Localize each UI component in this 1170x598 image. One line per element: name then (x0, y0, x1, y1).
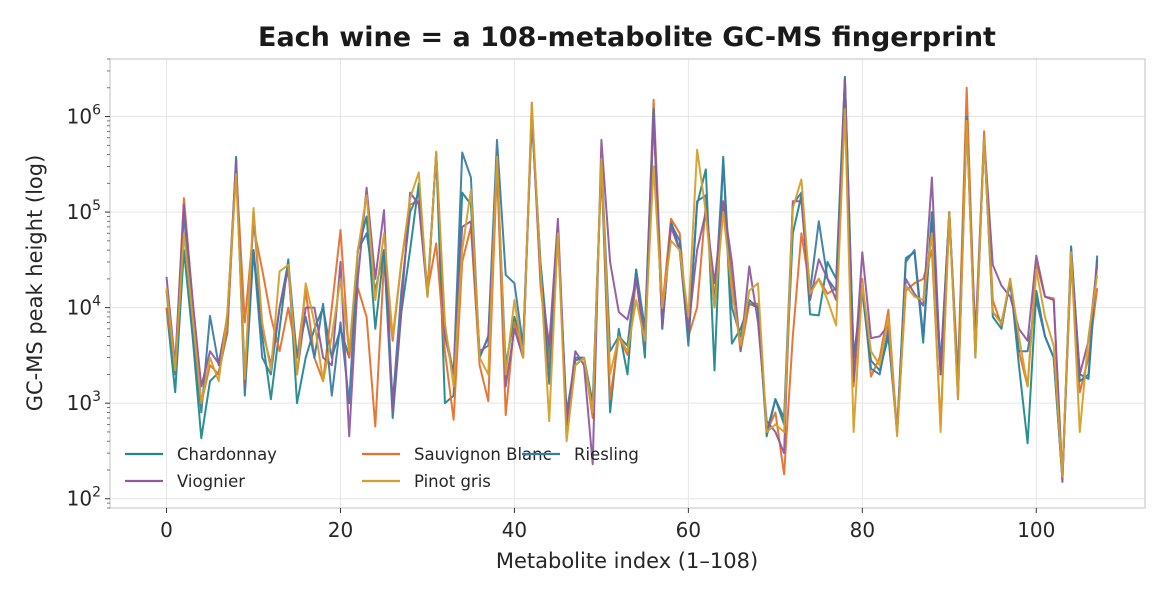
plot-border (109, 58, 1146, 509)
x-tick-label: 60 (676, 518, 701, 542)
y-tick-label: 106 (67, 103, 101, 129)
x-tick-label: 20 (328, 518, 353, 542)
legend-label: Chardonnay (177, 445, 277, 464)
axis-ticks: 0 20 40 60 80 100 102 103 104 105 106 (67, 58, 1055, 542)
y-tick-label: 105 (67, 198, 101, 224)
x-axis-label: Metabolite index (1–108) (496, 549, 758, 573)
x-tick-label: 80 (850, 518, 875, 542)
legend-label: Riesling (574, 445, 639, 464)
x-tick-label: 100 (1017, 518, 1055, 542)
y-tick-label: 102 (67, 485, 101, 511)
legend-label: Sauvignon Blanc (414, 445, 552, 464)
plot-frame (109, 58, 1146, 509)
legend-label: Viognier (177, 472, 245, 491)
y-tick-label: 103 (67, 389, 101, 415)
chart-title: Each wine = a 108-metabolite GC-MS finge… (258, 22, 996, 53)
series-lines (165, 75, 1099, 483)
legend: Chardonnay Sauvignon Blanc Riesling Viognie… (125, 445, 639, 491)
x-tick-label: 0 (160, 518, 173, 542)
legend-label: Pinot gris (414, 472, 491, 491)
series-line-pinot-gris (165, 103, 1099, 478)
x-tick-label: 40 (502, 518, 527, 542)
series-line-viognier (165, 79, 1099, 483)
y-axis-label: GC-MS peak height (log) (23, 155, 47, 412)
y-tick-label: 104 (67, 294, 101, 320)
grid-lines (110, 59, 1145, 508)
